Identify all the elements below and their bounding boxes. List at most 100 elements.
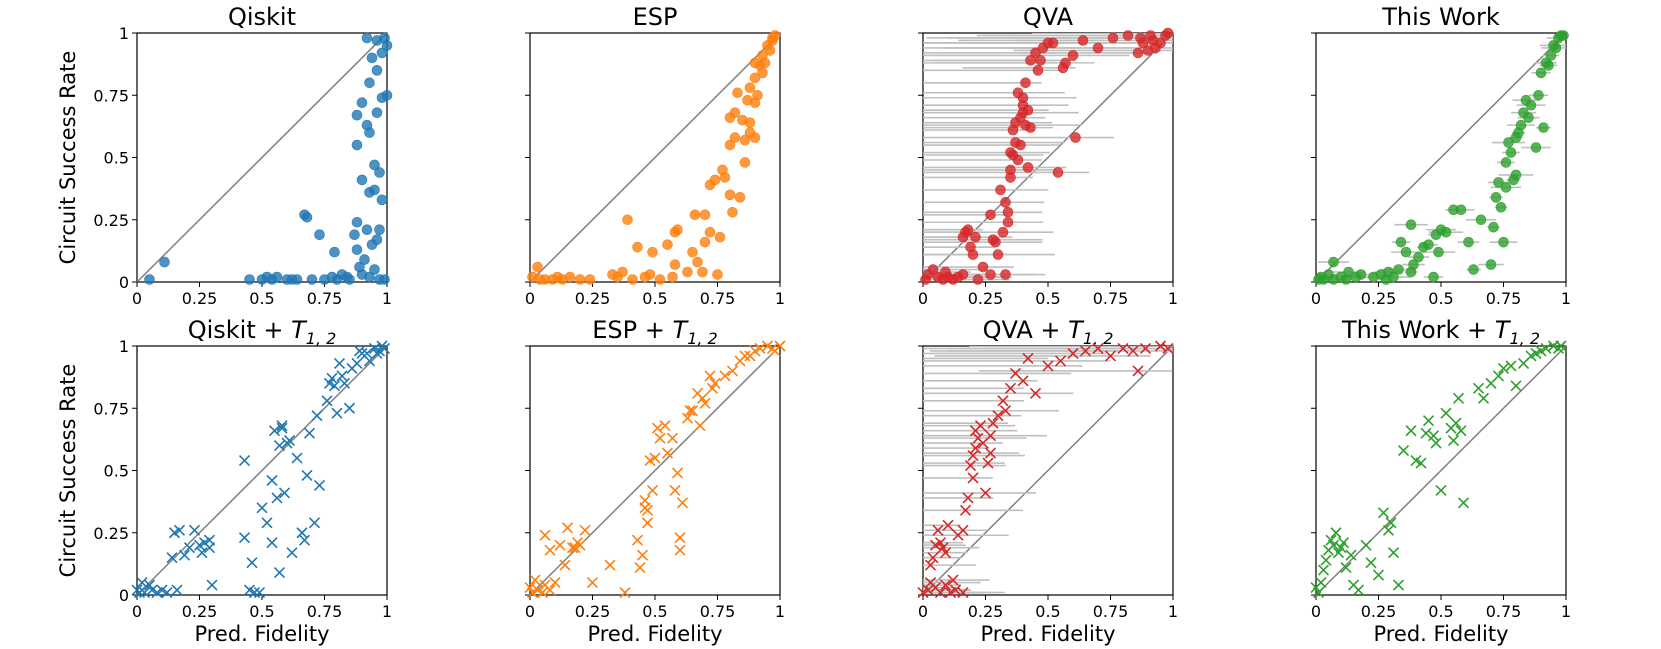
data-point-stroke	[1387, 547, 1400, 559]
data-point	[328, 380, 341, 392]
data-point	[932, 524, 944, 536]
data-point	[574, 274, 586, 285]
data-point	[1067, 50, 1079, 61]
x-tick-label: 0.25	[968, 602, 1004, 621]
data-point-stroke	[1477, 392, 1490, 404]
data-point	[726, 365, 739, 377]
data-point-stroke	[631, 534, 644, 546]
data-point-stroke	[321, 395, 333, 407]
x-tick-label: 0.25	[1361, 289, 1397, 308]
data-point	[972, 274, 984, 285]
data-point	[329, 246, 340, 258]
data-point-stroke	[634, 562, 646, 574]
data-point	[376, 194, 388, 206]
data-point	[649, 452, 661, 464]
data-point	[1315, 576, 1327, 589]
data-point	[1490, 192, 1502, 203]
data-point	[1415, 457, 1427, 469]
data-point	[729, 107, 741, 118]
data-point	[1447, 435, 1460, 447]
data-point	[604, 559, 616, 571]
data-point	[619, 586, 631, 599]
y-tick-label: 0	[119, 273, 129, 292]
data-point-stroke	[999, 405, 1012, 417]
subplot-title: Qiskit	[228, 3, 296, 31]
data-point-stroke	[704, 370, 716, 382]
data-point-stroke	[641, 517, 654, 529]
data-point	[539, 529, 551, 541]
x-tick-label: 0.75	[307, 289, 343, 308]
data-point-stroke	[1420, 427, 1432, 439]
data-point-stroke	[654, 432, 666, 444]
data-point-stroke	[666, 432, 679, 444]
data-point-stroke	[1162, 342, 1174, 355]
data-point	[1523, 112, 1534, 123]
y-tick-label: 0.5	[104, 149, 129, 168]
data-point-stroke	[531, 584, 544, 596]
data-point	[927, 264, 939, 275]
data-point	[992, 249, 1004, 260]
data-point-stroke	[959, 504, 972, 516]
data-point	[692, 256, 703, 268]
data-point	[1017, 375, 1029, 387]
data-point	[757, 67, 768, 79]
data-point	[686, 405, 699, 417]
data-point-stroke	[549, 576, 561, 589]
data-point-stroke	[1022, 352, 1034, 365]
data-point-stroke	[984, 430, 997, 442]
data-point-stroke	[1392, 579, 1405, 591]
data-point	[308, 517, 321, 529]
data-point	[1345, 549, 1357, 561]
data-point-stroke	[1079, 345, 1092, 357]
data-point-stroke	[338, 377, 351, 389]
data-point-stroke	[719, 370, 731, 382]
x-axis-label: Pred. Fidelity	[980, 622, 1115, 646]
data-point	[1330, 527, 1342, 539]
data-point	[1510, 169, 1522, 181]
subplot-7: This Work + T1, 2 0 0.25 0.5 0.75 1 Pred. Fide…	[1310, 316, 1571, 646]
data-point-stroke	[276, 420, 288, 432]
data-point	[1392, 579, 1405, 591]
data-point-stroke	[271, 492, 283, 504]
data-point-stroke	[646, 484, 659, 496]
data-point	[697, 266, 708, 278]
data-point	[1550, 42, 1562, 54]
data-point-stroke	[166, 552, 178, 564]
data-point-stroke	[286, 547, 298, 559]
data-point	[1498, 236, 1509, 248]
data-point	[351, 357, 363, 369]
data-point-stroke	[1430, 437, 1442, 449]
data-point	[266, 474, 278, 487]
data-point	[331, 407, 343, 419]
data-point	[301, 211, 313, 223]
data-point	[732, 87, 743, 99]
data-point-stroke	[939, 579, 952, 591]
data-point	[1032, 65, 1044, 76]
data-point	[561, 522, 574, 534]
data-point	[276, 422, 288, 434]
data-point-stroke	[967, 449, 979, 462]
data-point	[992, 410, 1004, 422]
data-point	[1555, 340, 1567, 352]
data-point-stroke	[1327, 539, 1340, 551]
data-point	[206, 579, 218, 591]
data-point-stroke	[686, 405, 699, 417]
data-point	[283, 435, 296, 447]
x-tick-label: 0	[525, 289, 535, 308]
data-point	[161, 586, 173, 599]
data-point-stroke	[1377, 507, 1390, 519]
data-point	[922, 584, 934, 596]
y-tick-label: 0.25	[93, 524, 129, 543]
data-point	[351, 216, 363, 228]
data-point	[313, 479, 326, 492]
data-point	[296, 527, 308, 539]
data-point	[291, 274, 303, 285]
data-point	[1060, 57, 1071, 69]
data-point	[727, 206, 738, 218]
y-tick-label: 0	[119, 586, 129, 605]
data-point	[311, 410, 323, 422]
subplot-4: Qiskit + T1, 2 00 0.25 0.25 0.5 0.5 0.75 0.75 1 1…	[56, 316, 392, 646]
data-point-stroke	[964, 459, 977, 472]
data-point	[1488, 221, 1499, 233]
